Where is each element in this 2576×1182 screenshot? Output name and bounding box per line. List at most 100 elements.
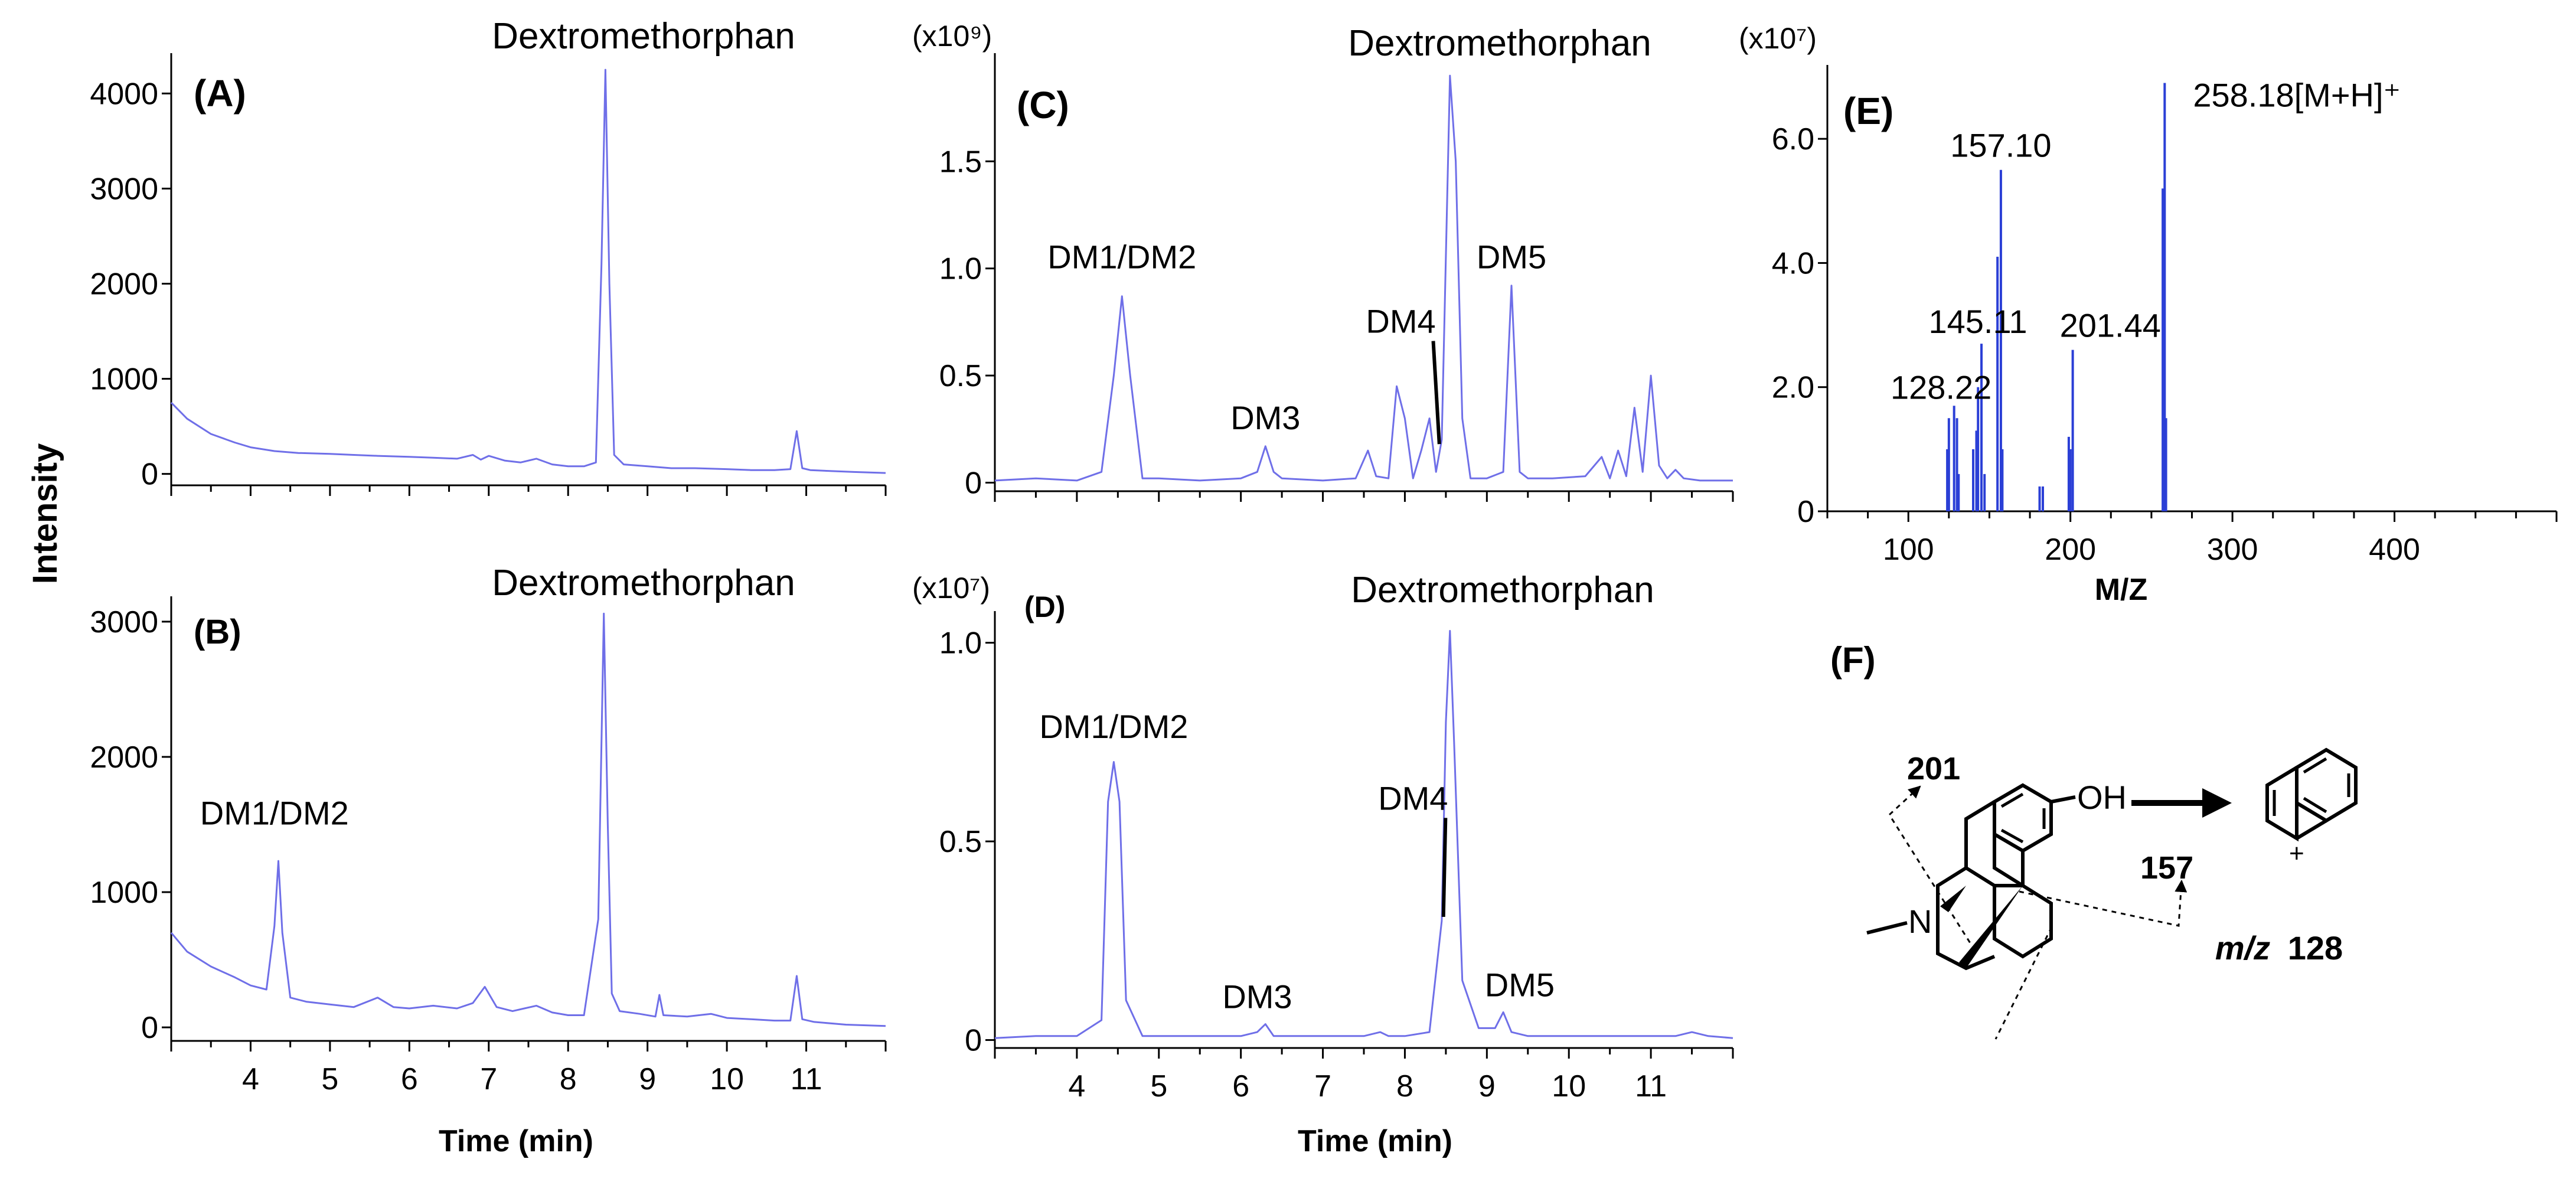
wedge-bond <box>1940 886 1966 912</box>
x-tick-label: 6 <box>401 1062 418 1096</box>
chart-title: Dextromethorphan <box>492 16 795 57</box>
chart-panel-b: 0 1000 2000 3000 4 5 6 7 8 9 10 11 Dextromethorphan (… <box>90 563 887 1096</box>
chart-panel-d: 0 0.5 1.0 4 5 6 7 8 9 10 11 Dextromethorphan (D) (x10… <box>912 570 1734 1103</box>
y-tick-label: 1.5 <box>939 145 982 179</box>
y-tick-label: 1.0 <box>939 252 982 286</box>
chromatogram-trace <box>170 68 886 474</box>
x-tick-label: 7 <box>480 1062 497 1096</box>
peak-label: 201.44 <box>2060 307 2161 344</box>
product-aromatic-ring <box>2295 747 2358 823</box>
peak-label: DM1/DM2 <box>1039 708 1188 745</box>
product-double-bonds <box>2303 757 2350 814</box>
chart-panel-a: 0 1000 2000 3000 4000 Dextromethorphan (A) <box>90 16 887 496</box>
aromatic-double-bonds <box>2000 792 2046 844</box>
n-methyl <box>1866 921 1908 935</box>
y-axis-label: Intensity <box>26 443 64 585</box>
chart-panel-c: 0 0.5 1.0 1.5 Dextromethorphan (C) (x10⁹) DM1/D… <box>912 19 1734 502</box>
peak-label: 157.10 <box>1950 127 2051 164</box>
chromatogram-trace <box>170 612 886 1027</box>
chromatogram-trace <box>994 630 1733 1039</box>
y-tick-label: 6.0 <box>1772 122 1814 156</box>
peak-label: DM1/DM2 <box>1047 239 1196 276</box>
peak-label: DM5 <box>1485 967 1555 1004</box>
y-tick-label: 1.0 <box>939 626 982 661</box>
y-tick-label: 0 <box>965 466 982 500</box>
panel-label: (A) <box>194 72 246 115</box>
peak-label: DM3 <box>1222 978 1292 1016</box>
y-tick-label: 2000 <box>90 267 158 301</box>
peak-label: DM5 <box>1477 239 1546 276</box>
peak-label: DM3 <box>1230 399 1300 436</box>
y-tick-label: 0 <box>141 458 158 492</box>
x-axis-label-b: Time (min) <box>439 1124 593 1158</box>
chart-title: Dextromethorphan <box>492 563 795 603</box>
cyclohexane-ring <box>1993 884 2053 959</box>
y-tick-label: 4000 <box>90 77 158 111</box>
y-tick-label: 0 <box>141 1011 158 1045</box>
x-tick-label: 9 <box>639 1062 656 1096</box>
panel-label: (B) <box>194 613 241 651</box>
x-tick-label: 10 <box>1552 1069 1586 1103</box>
y-tick-label: 4.0 <box>1772 246 1814 280</box>
peak-label: 145.11 <box>1928 303 2027 340</box>
axis-exponent: (x10⁷) <box>912 572 990 605</box>
product-mz-label: m/z 128 <box>2215 929 2343 967</box>
y-tick-label: 2.0 <box>1772 371 1814 405</box>
x-tick-label: 8 <box>560 1062 577 1096</box>
y-tick-label: 0.5 <box>939 825 982 859</box>
nitrogen-label: N <box>1908 903 1932 940</box>
y-tick-label: 0 <box>1797 495 1814 529</box>
y-tick-label: 2000 <box>90 740 158 775</box>
axis-exponent: (x10⁷) <box>1739 22 1817 55</box>
y-tick-label: 1000 <box>90 363 158 397</box>
panel-label: (D) <box>1024 590 1065 623</box>
peak-label: DM1/DM2 <box>200 795 349 832</box>
x-axis-label-d: Time (min) <box>1298 1124 1452 1158</box>
peak-label: 258.18[M+H]⁺ <box>2193 77 2401 114</box>
y-tick-label: 3000 <box>90 172 158 206</box>
x-axis-label-e: M/Z <box>2095 573 2148 607</box>
mz-value: 128 <box>2288 929 2343 967</box>
peak-label: DM4 <box>1366 303 1435 340</box>
y-tick-label: 0 <box>965 1024 982 1058</box>
chart-panel-e: 0 2.0 4.0 6.0 100 200 300 400 M/Z (E) (x10⁷) 157.10… <box>1739 22 2558 607</box>
peak-pointer-line <box>1431 341 1441 445</box>
fragment-157-label: 157 <box>2140 850 2193 886</box>
peak-pointer-line <box>1441 818 1448 917</box>
mz-prefix: m/z <box>2215 929 2270 967</box>
x-tick-label: 8 <box>1396 1069 1413 1103</box>
product-ring-2 <box>2265 766 2327 842</box>
y-tick-label: 3000 <box>90 605 158 639</box>
wedge-bond-2 <box>1959 886 2023 968</box>
x-tick-label: 200 <box>2045 533 2096 567</box>
x-tick-label: 6 <box>1232 1069 1249 1103</box>
x-tick-label: 4 <box>242 1062 259 1096</box>
x-tick-label: 9 <box>1478 1069 1496 1103</box>
x-tick-label: 100 <box>1883 533 1934 567</box>
structure-panel-f: (F) OH N 201 157 + m/z 1 <box>1830 640 2358 1040</box>
hydroxyl-label: OH <box>2077 779 2127 816</box>
chart-title: Dextromethorphan <box>1351 570 1654 610</box>
fragment-201-label: 201 <box>1907 751 1960 786</box>
x-tick-label: 10 <box>710 1062 744 1096</box>
y-tick-label: 0.5 <box>939 359 982 393</box>
panel-label-f: (F) <box>1830 640 1876 680</box>
axis-exponent: (x10⁹) <box>912 19 992 53</box>
peak-label: DM4 <box>1378 779 1448 817</box>
fragment-cleavage-line <box>1994 926 2053 1040</box>
x-tick-label: 400 <box>2369 533 2420 567</box>
chromatogram-trace <box>994 74 1733 482</box>
oh-bond <box>2051 795 2076 804</box>
x-tick-label: 7 <box>1314 1069 1331 1103</box>
product-charge: + <box>2289 839 2304 868</box>
y-tick-label: 1000 <box>90 876 158 910</box>
x-tick-label: 11 <box>1635 1069 1667 1103</box>
piperidine-ring <box>1936 866 1996 971</box>
panel-label: (C) <box>1017 84 1069 126</box>
x-tick-label: 11 <box>791 1062 822 1096</box>
panel-label: (E) <box>1843 90 1893 132</box>
x-tick-label: 5 <box>321 1062 338 1096</box>
fragment-157-path <box>2019 879 2188 927</box>
x-tick-label: 300 <box>2207 533 2258 567</box>
